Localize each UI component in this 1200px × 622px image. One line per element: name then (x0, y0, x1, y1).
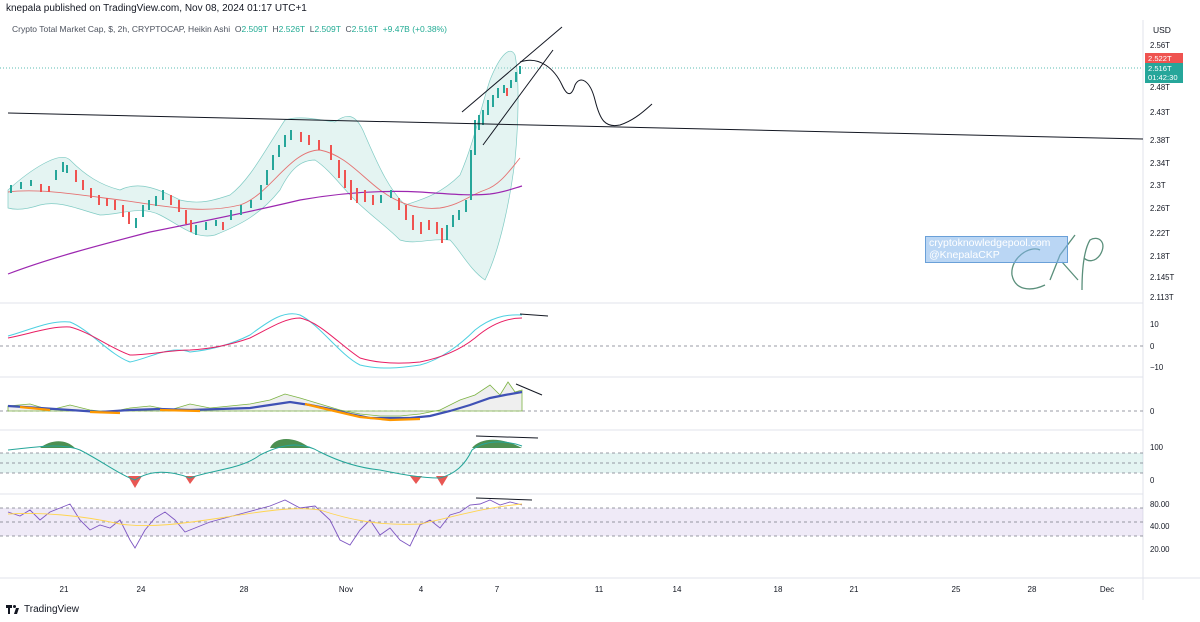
currency-label[interactable]: USD (1153, 25, 1171, 35)
projection-drawing (519, 59, 653, 127)
high-value: 2.526T (278, 24, 305, 34)
last-price-badge: 2.516T 01:42:30 (1145, 63, 1183, 83)
watermark-handle: @KnepalaCKP (929, 249, 1000, 261)
low-value: 2.509T (314, 24, 341, 34)
macd-line (7, 313, 523, 369)
rsi-axis-label: 80.00 (1150, 500, 1170, 509)
time-label: 28 (1027, 585, 1037, 594)
time-label: 11 (594, 585, 604, 594)
watermark-box: cryptoknowledgepool.com @KnepalaCKP (925, 236, 1068, 263)
mfi-oversold-fill (128, 476, 448, 488)
moving-average-long (7, 185, 523, 275)
change-value: +9.47B (+0.38%) (382, 24, 447, 34)
channel-lower-line (482, 49, 554, 146)
time-label: Dec (1099, 585, 1115, 594)
bollinger-band-fill (7, 50, 519, 281)
mfi-axis-label: 100 (1150, 443, 1164, 452)
macd-axis-label: 0 (1150, 342, 1155, 351)
price-label: 2.34T (1150, 159, 1170, 168)
time-label: 4 (418, 585, 424, 594)
open-value: 2.509T (241, 24, 268, 34)
rsi-axis-label: 20.00 (1150, 545, 1170, 554)
brand-name: TradingView (24, 604, 80, 615)
price-label: 2.18T (1150, 252, 1170, 261)
time-label: 7 (494, 585, 500, 594)
price-label: 2.43T (1150, 108, 1170, 117)
symbol-title: Crypto Total Market Cap, $, 2h, CRYPTOCA… (12, 24, 231, 34)
time-label: 21 (59, 585, 69, 594)
time-label: 21 (849, 585, 859, 594)
time-label: 18 (773, 585, 783, 594)
time-label: 28 (239, 585, 249, 594)
watermark-site: cryptoknowledgepool.com (929, 237, 1051, 249)
rsi-line (7, 499, 523, 549)
ao-line-blue (7, 390, 523, 420)
price-label: 2.145T (1150, 273, 1175, 282)
rsi-axis-label: 40.00 (1150, 522, 1170, 531)
channel-upper-line (461, 26, 563, 113)
countdown-timer: 01:42:30 (1148, 73, 1178, 82)
price-label: 2.3T (1150, 181, 1166, 190)
time-label: 14 (672, 585, 682, 594)
tradingview-logo-icon (6, 605, 20, 614)
symbol-legend[interactable]: Crypto Total Market Cap, $, 2h, CRYPTOCA… (12, 24, 447, 34)
close-value: 2.516T (351, 24, 378, 34)
ao-axis-label: 0 (1150, 407, 1155, 416)
footer-brand[interactable]: TradingView (6, 604, 79, 615)
candles (10, 66, 521, 243)
rsi-ma (7, 503, 523, 527)
price-label: 2.56T (1150, 41, 1170, 50)
mfi-overbought-fill (40, 439, 522, 448)
time-label: Nov (338, 585, 354, 594)
ao-line-orange (19, 402, 421, 422)
trendline-horizontal (7, 112, 1144, 140)
macd-axis-label: −10 (1150, 363, 1164, 372)
price-label: 2.26T (1150, 204, 1170, 213)
publisher-line: knepala published on TradingView.com, No… (6, 3, 307, 14)
mfi-line (7, 441, 523, 481)
price-label: 2.22T (1150, 229, 1170, 238)
price-label: 2.48T (1150, 83, 1170, 92)
mfi-axis-label: 0 (1150, 476, 1155, 485)
macd-axis-label: 10 (1150, 320, 1159, 329)
high-price-badge: 2.522T (1145, 53, 1183, 64)
macd-signal (7, 317, 523, 364)
price-label: 2.113T (1150, 293, 1174, 302)
time-label: 25 (951, 585, 961, 594)
time-label: 24 (136, 585, 146, 594)
price-label: 2.38T (1150, 136, 1170, 145)
